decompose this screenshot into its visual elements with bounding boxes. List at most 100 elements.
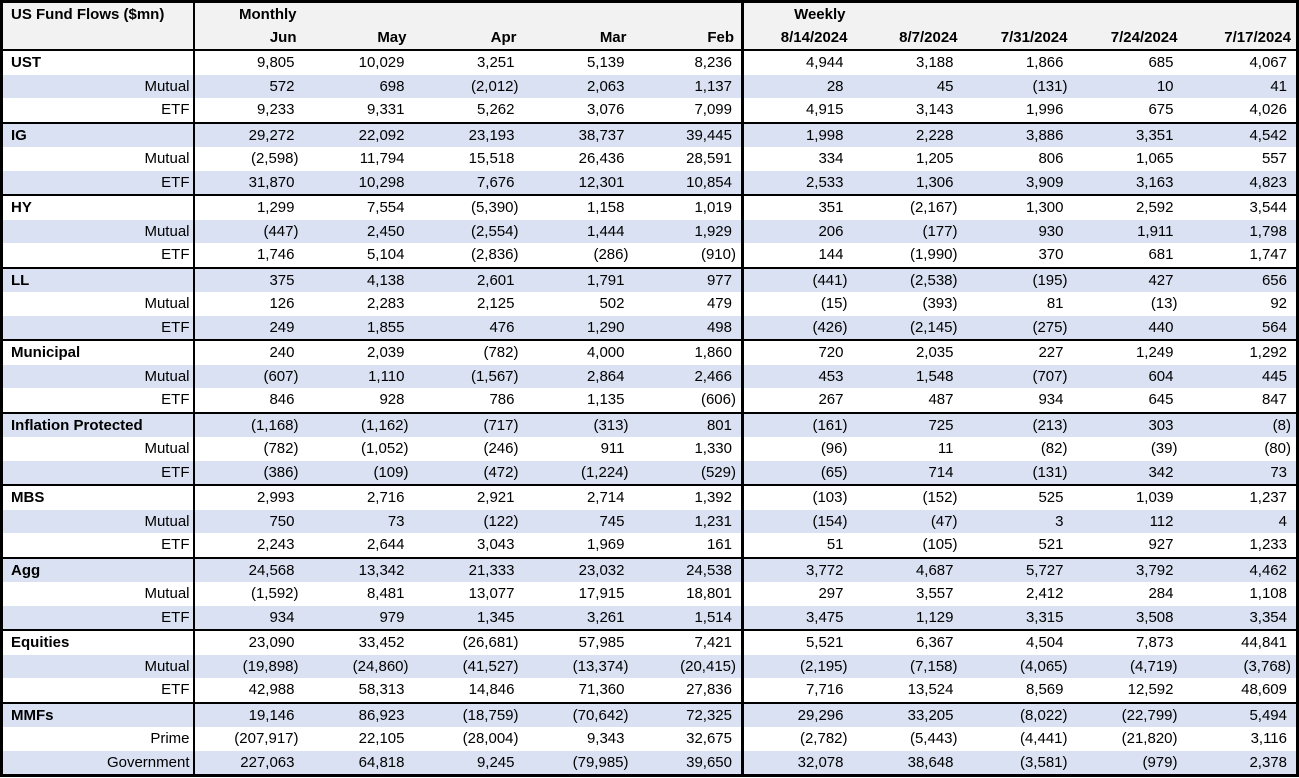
value-cell: (1,592) <box>250 585 299 602</box>
value-cell: 13,342 <box>303 557 414 582</box>
value-cell: (80) <box>1264 440 1291 457</box>
sub-row-label: Mutual <box>1 147 195 171</box>
value-cell: 3,261 <box>523 605 634 630</box>
value-cell: (3,581) <box>962 750 1073 776</box>
value-cell: 71,360 <box>578 681 625 698</box>
column-header-week-4: 7/24/2024 <box>1072 26 1183 50</box>
value-cell: 11,794 <box>359 150 405 167</box>
table-row: Mutual (2,598) 11,794 15,518 26,436 28,591 334… <box>1 147 1298 171</box>
value-cell: (122) <box>413 509 524 533</box>
value-cell: 801 <box>633 412 743 437</box>
value-cell: 498 <box>633 315 743 340</box>
table-row: UST 9,805 10,029 3,251 5,139 8,236 4,944 3,188 1… <box>1 50 1298 75</box>
value-cell: 3,886 <box>962 122 1073 147</box>
value-cell: 23,090 <box>248 634 295 651</box>
value-cell: 2,716 <box>366 489 405 506</box>
value-cell: 2,039 <box>366 344 405 361</box>
value-cell: 1,798 <box>1182 219 1298 243</box>
value-cell: (82) <box>1040 440 1068 457</box>
table-row: ETF 9,233 9,331 5,262 3,076 7,099 4,915 3,143 1,… <box>1 98 1298 123</box>
value-cell: 22,092 <box>303 122 414 147</box>
value-cell: 4,026 <box>1249 101 1287 118</box>
value-cell: 3,557 <box>915 585 954 602</box>
value-cell: (131) <box>962 460 1073 485</box>
table-header: US Fund Flows ($mn) Monthly Weekly Jun M… <box>1 1 1298 50</box>
value-cell: 351 <box>741 195 853 220</box>
column-header-may: May <box>303 26 414 50</box>
value-cell: 2,035 <box>915 344 954 361</box>
value-cell: 4,138 <box>303 267 414 292</box>
value-cell: 2,283 <box>366 295 405 312</box>
value-cell: 847 <box>1261 391 1287 408</box>
value-cell: 806 <box>1038 150 1064 167</box>
value-cell: 3,475 <box>741 605 853 630</box>
value-cell: 4,542 <box>1182 122 1298 147</box>
value-cell: 3,163 <box>1072 170 1183 195</box>
value-cell: 572 <box>193 74 304 98</box>
value-cell: 3,354 <box>1182 605 1298 630</box>
value-cell: 72,325 <box>633 702 743 727</box>
value-cell: 38,737 <box>523 122 634 147</box>
value-cell: (1,052) <box>360 440 409 457</box>
value-cell: (2,554) <box>413 219 524 243</box>
table-row: ETF 934 979 1,345 3,261 1,514 3,475 1,129 3,315 3… <box>1 605 1298 630</box>
value-cell: 342 <box>1072 460 1183 485</box>
value-cell: 5,104 <box>366 246 405 263</box>
value-cell: 2,378 <box>1182 750 1298 776</box>
value-cell: 4,687 <box>852 557 963 582</box>
value-cell: 9,343 <box>586 730 625 747</box>
value-cell: 1,860 <box>694 344 732 361</box>
value-cell: 73 <box>303 509 414 533</box>
value-cell: 11 <box>937 440 954 457</box>
category-label: LL <box>1 267 195 292</box>
category-group: Agg 24,568 13,342 21,333 23,032 24,538 3,772 4,… <box>1 557 1298 630</box>
value-cell: (275) <box>962 315 1073 340</box>
value-cell: 28,591 <box>686 150 732 167</box>
value-cell: 10,029 <box>358 54 405 71</box>
value-cell: 1,392 <box>694 489 732 506</box>
value-cell: 4,823 <box>1182 170 1298 195</box>
table-row: MMFs 19,146 86,923 (18,759) (70,642) 72,325 29… <box>1 702 1298 727</box>
category-group: Municipal 240 2,039 (782) 4,000 1,860 720 2,035… <box>1 340 1298 413</box>
value-cell: 2,125 <box>476 295 515 312</box>
category-label: MMFs <box>1 702 195 727</box>
value-cell: 453 <box>741 364 853 388</box>
value-cell: 21,333 <box>413 557 524 582</box>
value-cell: 81 <box>1046 295 1064 312</box>
category-label: MBS <box>1 485 195 510</box>
value-cell: 13,077 <box>468 585 515 602</box>
table-row: Mutual 750 73 (122) 745 1,231 (154) (47) 3 112 4 <box>1 509 1298 533</box>
value-cell: 8,236 <box>694 54 732 71</box>
value-cell: 1,866 <box>1025 54 1064 71</box>
value-cell: 2,993 <box>256 489 295 506</box>
value-cell: (2,012) <box>413 74 524 98</box>
category-label: Equities <box>1 630 195 655</box>
table-row: HY 1,299 7,554 (5,390) 1,158 1,019 351 (2,167) 1… <box>1 195 1298 220</box>
value-cell: 15,518 <box>468 150 515 167</box>
sub-row-label: ETF <box>1 678 195 703</box>
column-header-apr: Apr <box>413 26 524 50</box>
value-cell: 24,538 <box>633 557 743 582</box>
value-cell: 227 <box>1038 344 1064 361</box>
value-cell: 17,915 <box>578 585 625 602</box>
value-cell: (195) <box>962 267 1073 292</box>
value-cell: (472) <box>413 460 524 485</box>
value-cell: 440 <box>1072 315 1183 340</box>
value-cell: 7,554 <box>366 199 405 216</box>
value-cell: (2,145) <box>852 315 963 340</box>
value-cell: (13) <box>1150 295 1178 312</box>
category-group: Equities 23,090 33,452 (26,681) 57,985 7,421 5… <box>1 630 1298 703</box>
value-cell: (13,374) <box>523 654 634 678</box>
column-header-feb: Feb <box>633 26 743 50</box>
value-cell: 5,262 <box>476 101 515 118</box>
category-group: HY 1,299 7,554 (5,390) 1,158 1,019 351 (2,167) 1… <box>1 195 1298 268</box>
value-cell: 4,915 <box>741 98 853 123</box>
value-cell: 5,494 <box>1182 702 1298 727</box>
value-cell: (1,990) <box>909 246 958 263</box>
value-cell: 19,146 <box>193 702 304 727</box>
monthly-header-spacer <box>303 1 743 26</box>
value-cell: 979 <box>303 605 414 630</box>
value-cell: 7,873 <box>1135 634 1174 651</box>
value-cell: (109) <box>303 460 414 485</box>
value-cell: (65) <box>741 460 853 485</box>
